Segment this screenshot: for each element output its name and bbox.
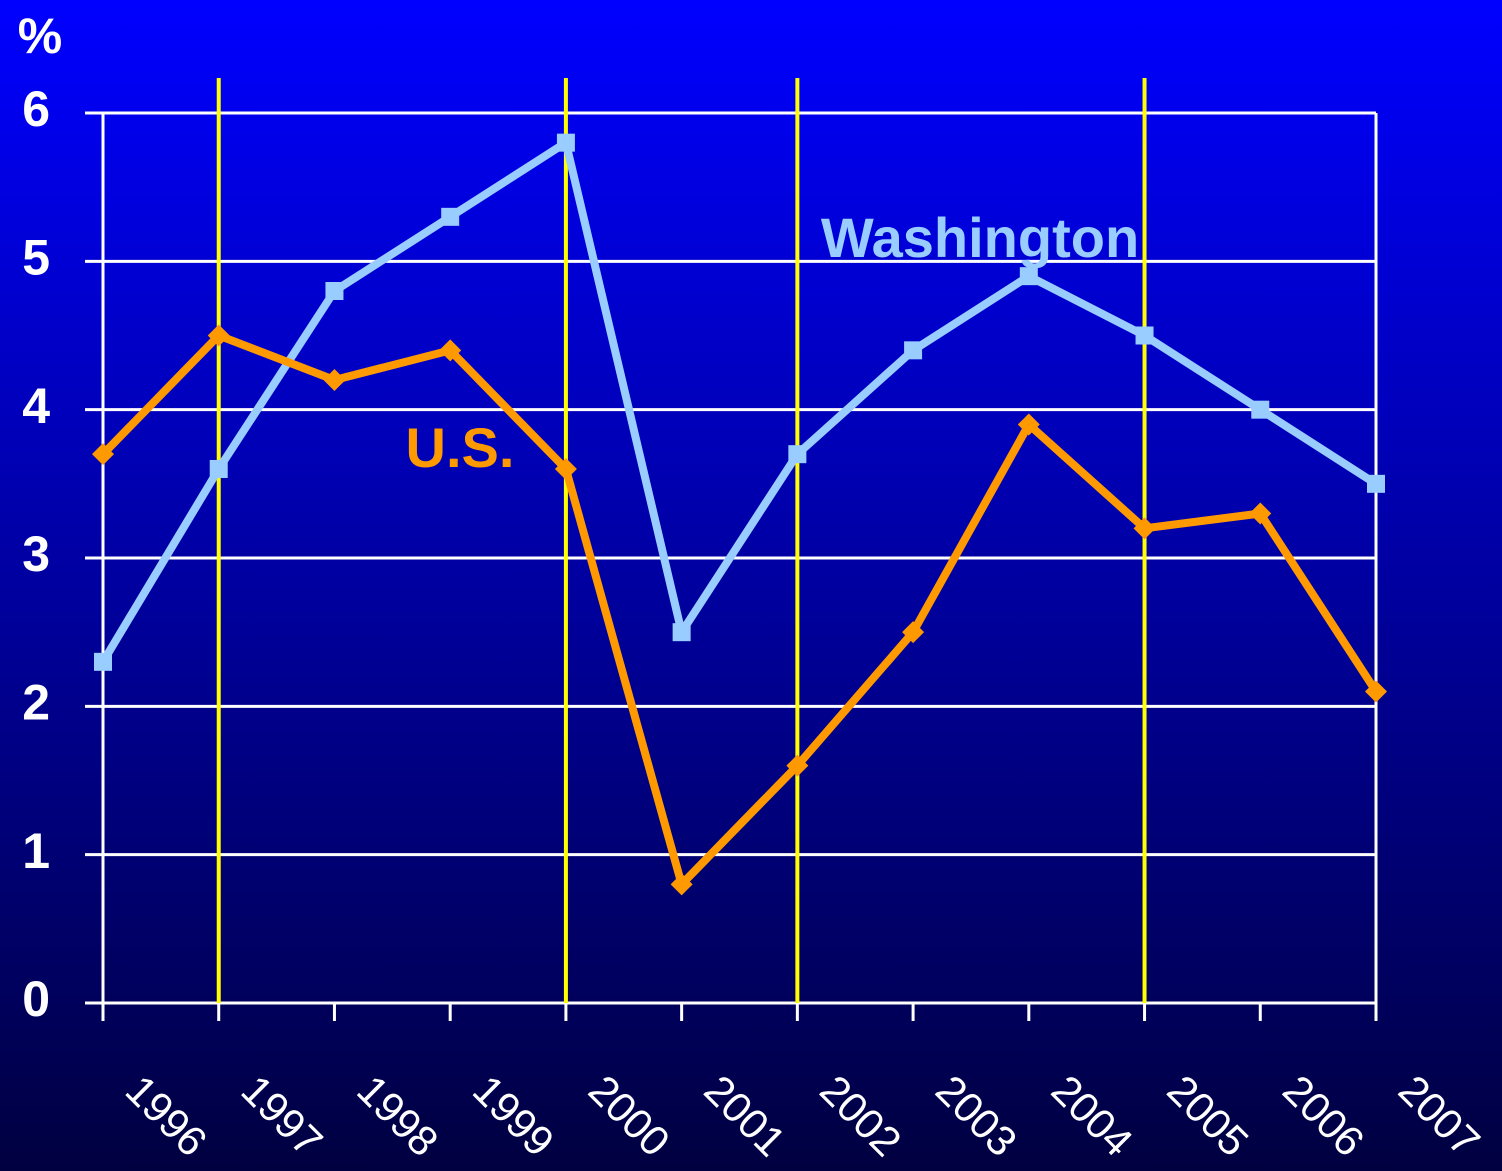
marker [323,369,346,391]
marker [556,133,575,152]
marker [209,460,228,478]
series-line [99,138,1379,664]
y-tick-label: 5 [22,230,50,286]
y-axis-label: % [18,8,62,64]
y-tick-label: 6 [22,81,50,137]
y-tick-label: 2 [22,675,50,731]
marker [554,458,577,480]
marker [1367,474,1385,493]
series-label: U.S. [406,416,515,479]
marker [788,445,807,464]
y-tick-label: 0 [22,971,50,1027]
marker [94,652,112,671]
y-tick-label: 1 [22,823,50,879]
marker [1365,680,1387,703]
series-label: Washington [821,206,1139,269]
marker [1019,267,1038,286]
marker [1017,413,1040,436]
marker [672,623,691,642]
marker [1133,517,1156,540]
marker [1249,502,1272,525]
marker [441,207,460,226]
marker [786,754,809,777]
marker [92,443,114,466]
marker [902,621,925,644]
marker [1251,400,1270,419]
marker [207,324,230,347]
marker [325,282,344,300]
marker [904,341,923,360]
marker [1135,326,1154,345]
y-tick-label: 4 [22,378,50,434]
series-line [100,331,1380,889]
marker [670,873,693,896]
marker [439,339,462,362]
y-tick-label: 3 [22,526,50,582]
